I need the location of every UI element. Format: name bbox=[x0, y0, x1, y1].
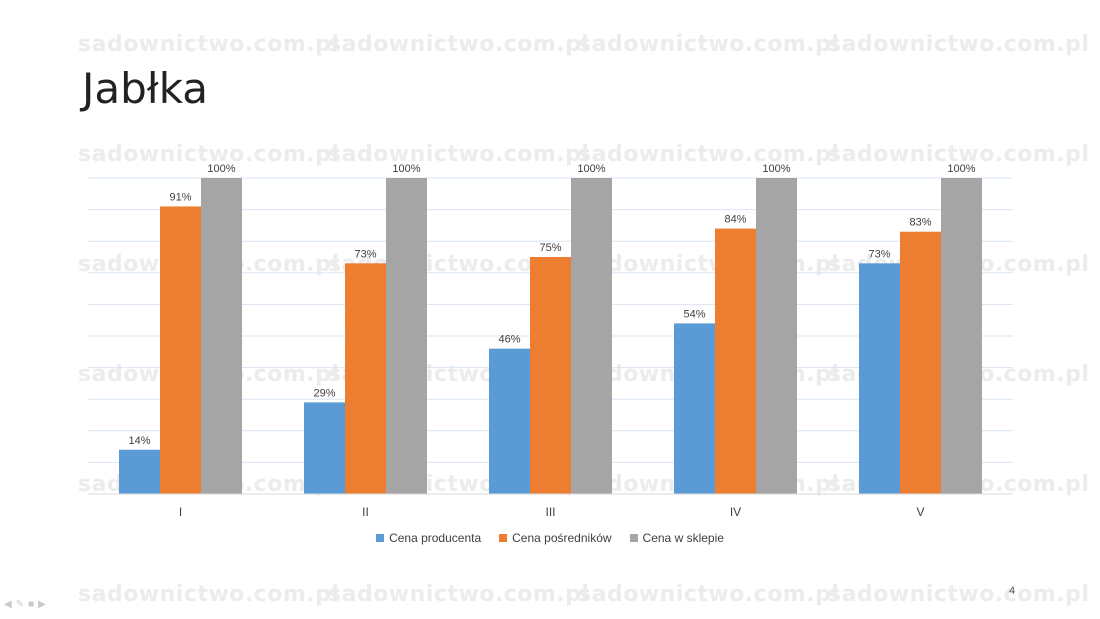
bar-2-V bbox=[900, 231, 941, 494]
data-label: 100% bbox=[947, 163, 975, 175]
legend-label-intermediaries: Cena pośredników bbox=[512, 531, 612, 545]
data-label: 46% bbox=[498, 334, 520, 346]
data-labels: 14% 91% 100% 29% 73% 100% 46% 75% 100% 54% 84% 100%… bbox=[128, 163, 975, 447]
gridlines bbox=[88, 177, 1013, 463]
x-tick-label: IV bbox=[730, 505, 741, 519]
bar-1-III bbox=[489, 348, 530, 494]
legend: Cena producenta Cena pośredników Cena w … bbox=[0, 531, 1100, 545]
data-label: 75% bbox=[539, 242, 561, 254]
data-label: 83% bbox=[909, 217, 931, 229]
legend-item-intermediaries: Cena pośredników bbox=[499, 531, 612, 545]
legend-label-store: Cena w sklepie bbox=[642, 531, 724, 545]
bar-1-II bbox=[304, 402, 345, 494]
legend-item-producer: Cena producenta bbox=[376, 531, 481, 545]
x-tick-label: I bbox=[179, 505, 182, 519]
bar-1-IV bbox=[674, 323, 715, 494]
data-label: 100% bbox=[577, 163, 605, 175]
slide-nav-controls[interactable]: ◀ ✎ ■ ▶ bbox=[4, 599, 46, 610]
slide-title: Jabłka bbox=[82, 64, 209, 113]
next-slide-icon[interactable]: ▶ bbox=[38, 599, 46, 610]
bar-2-II bbox=[345, 263, 386, 494]
legend-swatch-producer bbox=[376, 534, 385, 542]
previous-slide-icon[interactable]: ◀ bbox=[4, 599, 12, 610]
bar-3-IV bbox=[756, 178, 797, 494]
legend-swatch-intermediaries bbox=[499, 534, 508, 542]
data-label: 73% bbox=[868, 248, 890, 260]
data-label: 54% bbox=[683, 308, 705, 320]
legend-swatch-store bbox=[629, 534, 638, 542]
data-label: 100% bbox=[207, 163, 235, 175]
bar-2-I bbox=[160, 206, 201, 494]
bar-2-IV bbox=[715, 228, 756, 494]
bars bbox=[119, 178, 982, 494]
bar-3-I bbox=[201, 178, 242, 494]
data-label: 84% bbox=[724, 214, 746, 226]
x-tick-label: III bbox=[545, 505, 555, 519]
legend-label-producer: Cena producenta bbox=[389, 531, 482, 545]
page-number: 4 bbox=[1009, 585, 1016, 597]
legend-item-store: Cena w sklepie bbox=[629, 531, 724, 545]
data-label: 73% bbox=[354, 248, 376, 260]
data-label: 29% bbox=[313, 387, 335, 399]
x-axis: I II III IV V bbox=[88, 493, 1013, 519]
bar-2-III bbox=[530, 257, 571, 494]
data-label: 100% bbox=[392, 163, 420, 175]
bar-3-V bbox=[941, 178, 982, 494]
bar-1-I bbox=[119, 449, 160, 494]
pen-icon[interactable]: ✎ bbox=[15, 599, 25, 610]
data-label: 100% bbox=[762, 163, 790, 175]
x-tick-label: V bbox=[916, 505, 924, 519]
data-label: 14% bbox=[128, 435, 150, 447]
slides-icon[interactable]: ■ bbox=[28, 599, 35, 610]
bar-1-V bbox=[859, 263, 900, 494]
bar-3-II bbox=[386, 178, 427, 494]
data-label: 91% bbox=[169, 191, 191, 203]
bar-3-III bbox=[571, 178, 612, 494]
x-tick-label: II bbox=[362, 505, 369, 519]
